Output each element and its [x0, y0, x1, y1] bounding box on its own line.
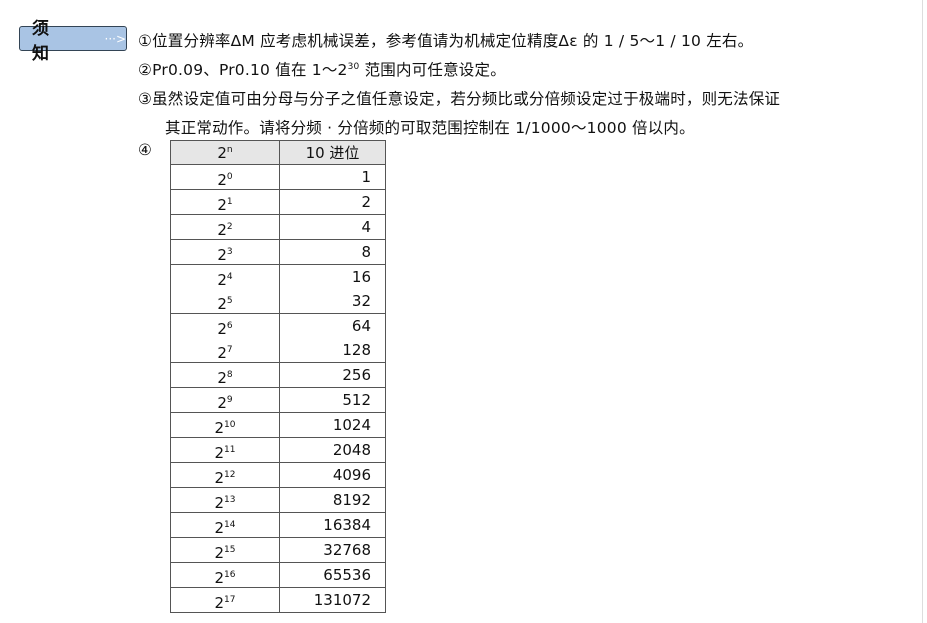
decimal-cell: 2	[279, 189, 386, 215]
notice-badge: 须 知 ···>	[19, 19, 127, 64]
decimal-cell: 512	[279, 387, 386, 413]
power-cell: 29	[170, 387, 280, 413]
header-decimal: 10 进位	[279, 140, 386, 165]
table-row: 20 1	[170, 164, 386, 190]
decimal-value: 256	[342, 366, 371, 384]
decimal-cell: 256	[279, 362, 386, 388]
note-2-text: ②Pr0.09、Pr0.10 值在 1～2	[138, 61, 348, 79]
note-2: ②Pr0.09、Pr0.10 值在 1～230 范围内可任意设定。	[138, 58, 506, 80]
notice-label: 须 知	[32, 18, 63, 64]
power-value: 24	[217, 271, 233, 289]
power-cell: 212	[170, 462, 280, 488]
table-row: 24 25 16 32	[170, 264, 386, 314]
note-3: ③虽然设定值可由分母与分子之值任意设定，若分频比或分倍频设定过于极端时，则无法保…	[138, 90, 781, 108]
table-row: 22 4	[170, 214, 386, 240]
power-value: 217	[214, 594, 236, 612]
decimal-cell: 8192	[279, 487, 386, 513]
table-row: 21 2	[170, 189, 386, 215]
decimal-value: 131072	[313, 591, 371, 609]
decimal-value: 16384	[323, 516, 371, 534]
decimal-value: 8	[361, 243, 371, 261]
header-power: 2n	[170, 140, 280, 165]
power-cell: 217	[170, 587, 280, 613]
power-value: 211	[214, 444, 236, 462]
power-cell: 210	[170, 412, 280, 438]
power-cell: 28	[170, 362, 280, 388]
power-value: 210	[214, 419, 236, 437]
power-cell: 211	[170, 437, 280, 463]
table-row: 23 8	[170, 239, 386, 265]
power-cell: 21	[170, 189, 280, 215]
power-value: 23	[217, 246, 233, 264]
power-cell: 216	[170, 562, 280, 588]
power-of-two-table: 2n 10 进位 20 1 21 2 22 4 23 8 24 25 16 32 26 27 64 128 28…	[170, 140, 386, 613]
power-value: 22	[217, 221, 233, 239]
decimal-value: 16	[351, 268, 371, 286]
power-value: 28	[217, 369, 233, 387]
power-cell: 214	[170, 512, 280, 538]
decimal-cell: 131072	[279, 587, 386, 613]
table-row: 26 27 64 128	[170, 313, 386, 363]
decimal-value: 2	[361, 193, 371, 211]
decimal-value: 128	[342, 341, 371, 359]
power-value: 20	[217, 171, 233, 189]
power-cell: 26 27	[170, 313, 280, 363]
decimal-value: 1024	[332, 416, 371, 434]
power-value: 21	[217, 196, 233, 214]
table-row: 215 32768	[170, 537, 386, 563]
page-edge	[922, 0, 923, 623]
power-value: 215	[214, 544, 236, 562]
table-row: 212 4096	[170, 462, 386, 488]
decimal-cell: 32768	[279, 537, 386, 563]
power-cell: 20	[170, 164, 280, 190]
decimal-value: 32	[351, 292, 371, 310]
decimal-value: 65536	[323, 566, 371, 584]
decimal-cell: 65536	[279, 562, 386, 588]
power-value: 213	[214, 494, 236, 512]
table-row: 217 131072	[170, 587, 386, 613]
power-value: 27	[217, 344, 233, 362]
table-row: 213 8192	[170, 487, 386, 513]
note-3-cont: 其正常动作。请将分频 · 分倍频的可取范围控制在 1/1000～1000 倍以内…	[165, 119, 695, 137]
table-row: 211 2048	[170, 437, 386, 463]
power-value: 212	[214, 469, 236, 487]
decimal-value: 8192	[332, 491, 371, 509]
note-2-sup: 30	[347, 61, 360, 72]
note-1: ①位置分辨率ΔM 应考虑机械误差，参考值请为机械定位精度Δε 的 1 / 5～1…	[138, 32, 754, 50]
power-cell: 23	[170, 239, 280, 265]
power-cell: 22	[170, 214, 280, 240]
decimal-cell: 2048	[279, 437, 386, 463]
decimal-cell: 16384	[279, 512, 386, 538]
decimal-value: 4096	[332, 466, 371, 484]
power-value: 29	[217, 394, 233, 412]
table-row: 28 256	[170, 362, 386, 388]
decimal-cell: 64 128	[279, 313, 386, 363]
power-value: 26	[217, 320, 233, 338]
decimal-value: 2048	[332, 441, 371, 459]
power-cell: 24 25	[170, 264, 280, 314]
arrow-icon: ···>	[104, 31, 127, 46]
table-row: 214 16384	[170, 512, 386, 538]
power-value: 25	[217, 295, 233, 313]
table-row: 29 512	[170, 387, 386, 413]
note-4: ④	[138, 141, 153, 159]
power-cell: 215	[170, 537, 280, 563]
decimal-cell: 4	[279, 214, 386, 240]
power-value: 214	[214, 519, 236, 537]
power-value: 216	[214, 569, 236, 587]
decimal-cell: 16 32	[279, 264, 386, 314]
decimal-cell: 1	[279, 164, 386, 190]
decimal-value: 32768	[323, 541, 371, 559]
note-2-tail: 范围内可任意设定。	[364, 61, 506, 79]
decimal-value: 1	[361, 168, 371, 186]
table-row: 216 65536	[170, 562, 386, 588]
decimal-value: 512	[342, 391, 371, 409]
decimal-cell: 1024	[279, 412, 386, 438]
decimal-value: 4	[361, 218, 371, 236]
decimal-cell: 4096	[279, 462, 386, 488]
power-cell: 213	[170, 487, 280, 513]
decimal-cell: 8	[279, 239, 386, 265]
table-row: 210 1024	[170, 412, 386, 438]
decimal-value: 64	[351, 317, 371, 335]
